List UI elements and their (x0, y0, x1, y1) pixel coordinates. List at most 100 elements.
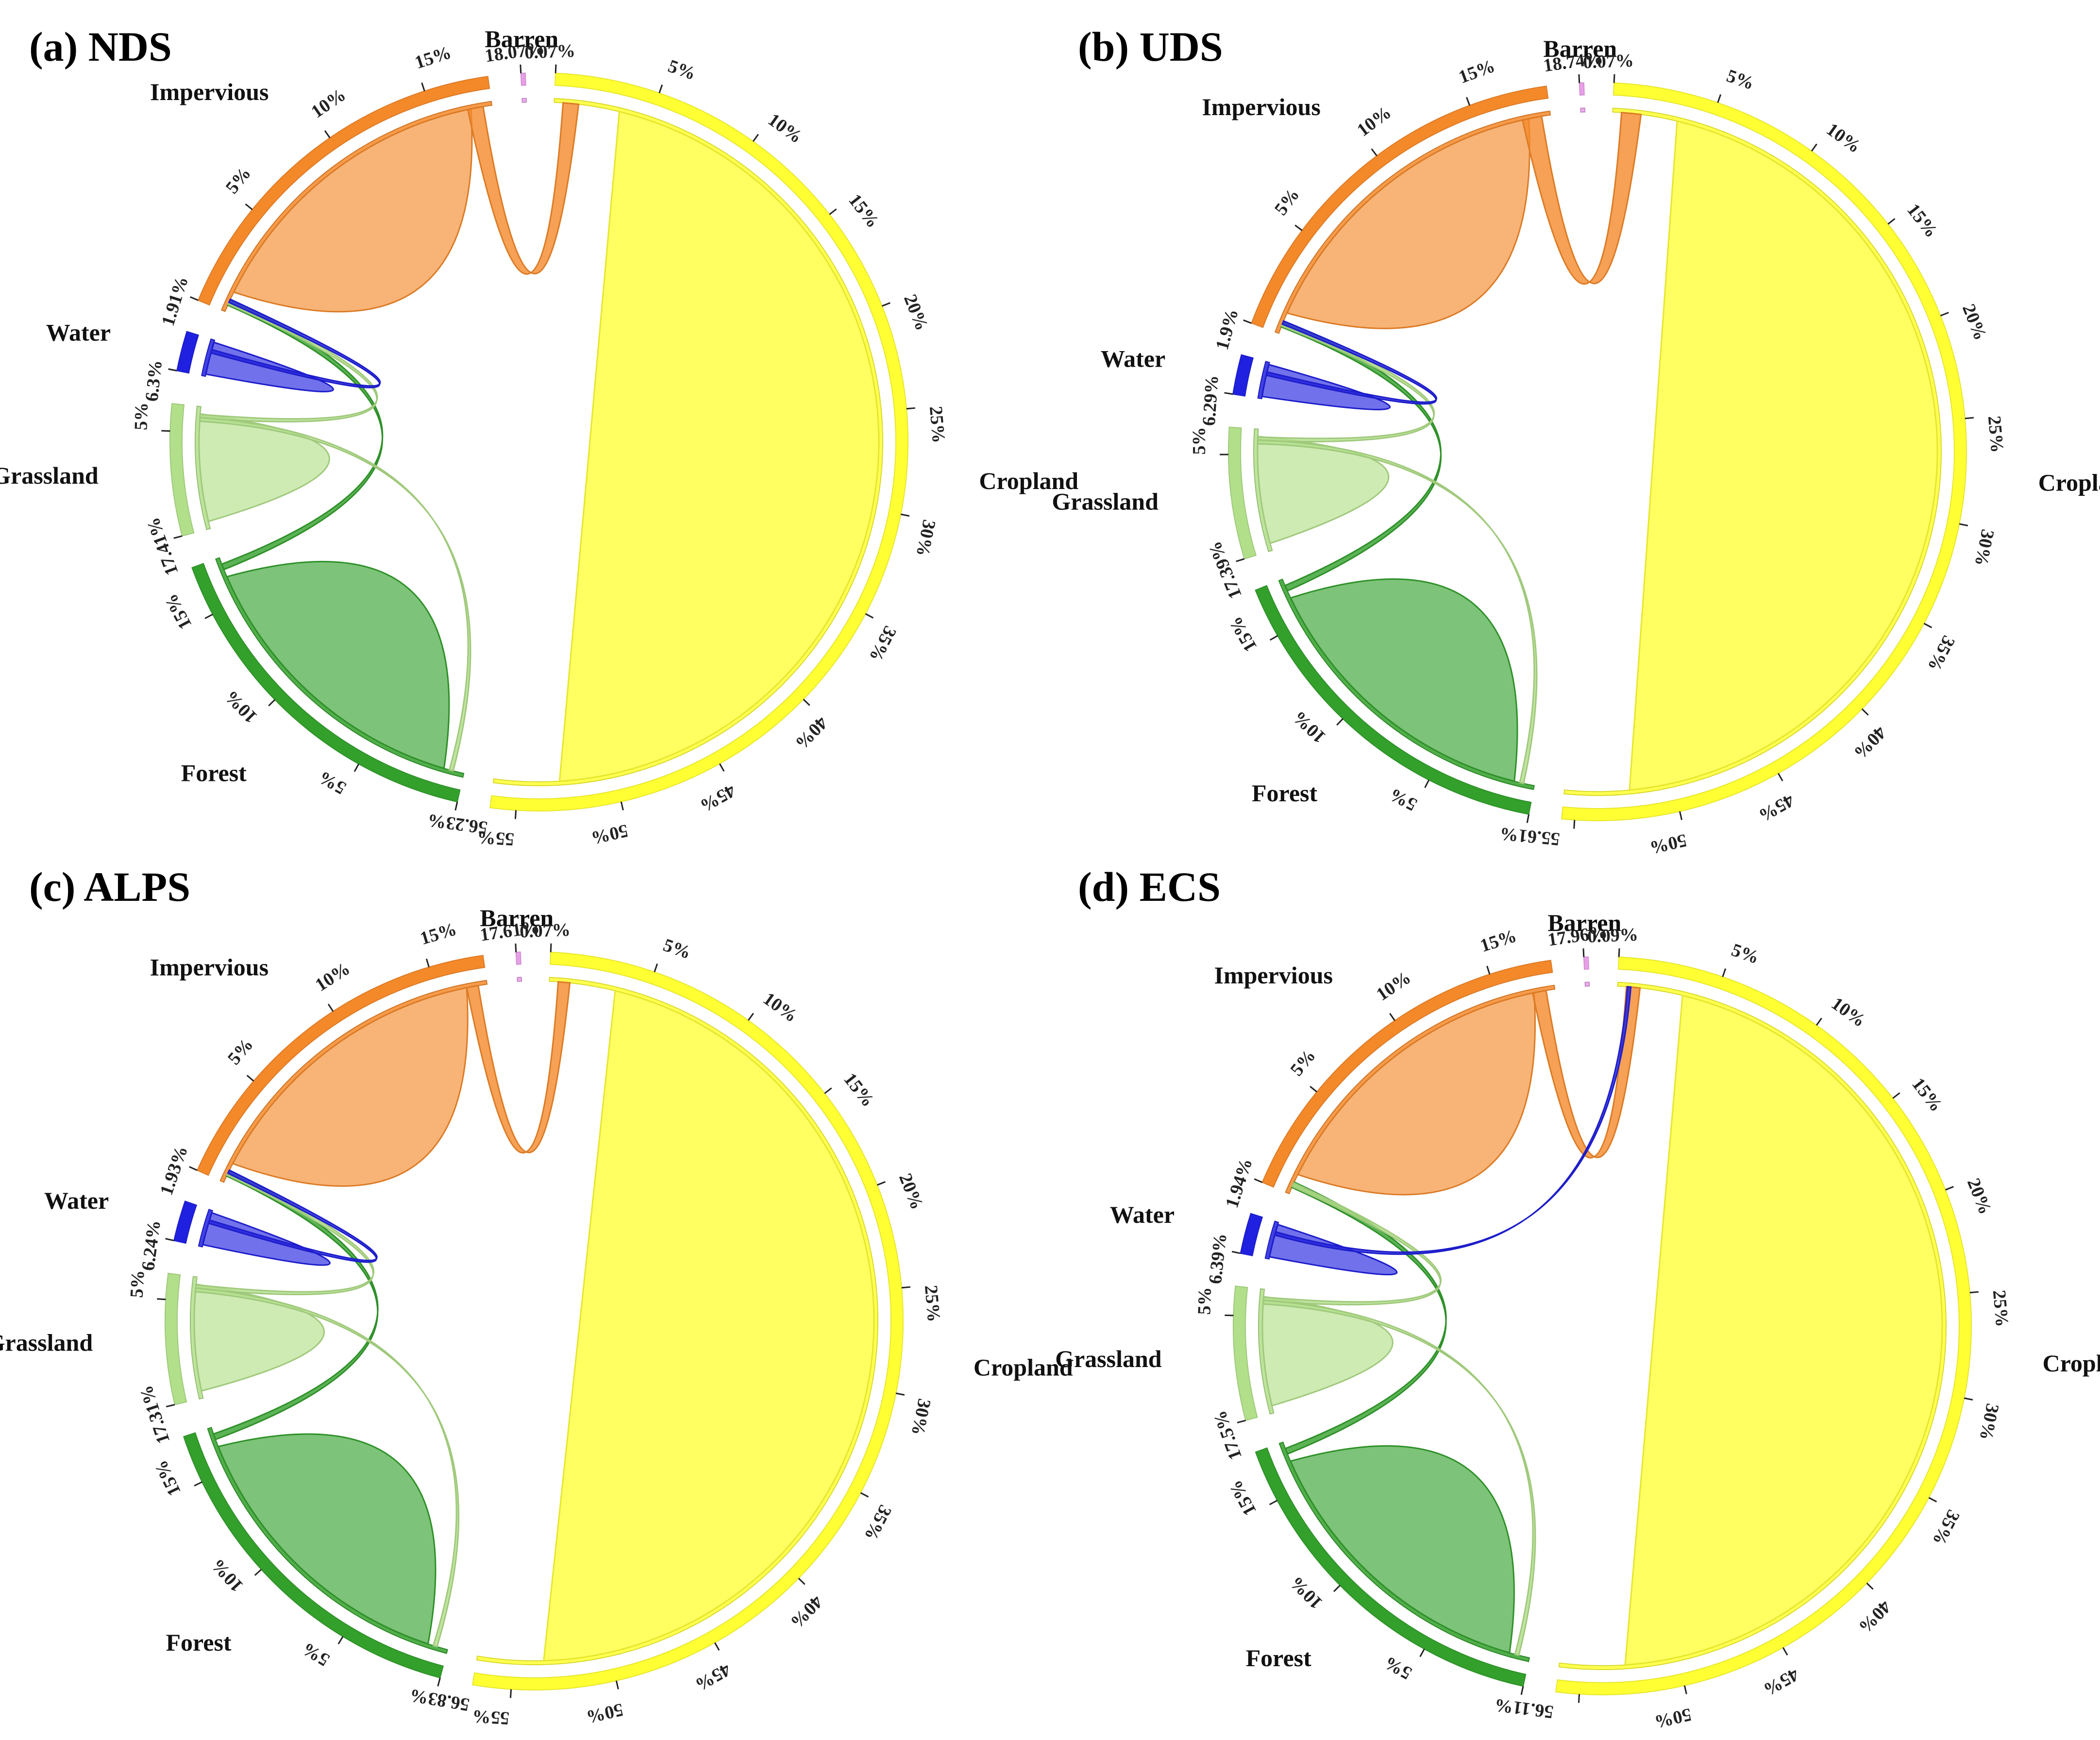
outer-arc-barren (520, 72, 526, 86)
category-label-water: Water (44, 1187, 109, 1214)
tick-label: 10% (1289, 707, 1330, 747)
tick-mark (1526, 814, 1530, 823)
tick-mark (1811, 143, 1817, 152)
self-chord-impervious (232, 987, 469, 1187)
tick-mark (1866, 1582, 1874, 1590)
tick-label: 10% (1353, 102, 1395, 140)
total-label-grassland: 6.3% (141, 359, 166, 402)
category-label-grassland: Grassland (0, 462, 99, 489)
tick-mark (865, 613, 874, 619)
tick-mark (1520, 1686, 1524, 1695)
tick-label: 10% (207, 1555, 247, 1596)
tick-label: 30% (1976, 1402, 2003, 1442)
total-label-cropland: 55.61% (1499, 823, 1561, 849)
tick-mark (895, 1392, 905, 1396)
tick-mark (860, 1492, 869, 1498)
tick-mark (204, 613, 213, 619)
tick-label: 15% (844, 190, 883, 232)
tick-mark (437, 1677, 441, 1687)
flow-grassland-to-forest (194, 1287, 460, 1648)
chord-panel-3: (c) ALPS Cropland 5% 10% 15% 20% 25% 30% 35% 40% 4… (0, 863, 1073, 1728)
outer-arc-impervious (1261, 960, 1553, 1188)
tick-label: 5% (131, 402, 152, 430)
tick-mark (173, 535, 183, 539)
total-label-grassland: 6.24% (138, 1219, 165, 1272)
tick-mark (1486, 965, 1491, 975)
tick-mark (1969, 1291, 1979, 1294)
panel-title: (a) NDS (29, 23, 172, 70)
flow-water-to-cropland (1274, 986, 1632, 1255)
outer-arc-water (1240, 1213, 1263, 1256)
tick-label: 45% (1755, 790, 1798, 826)
flow-forest-to-impervious (1284, 1181, 1447, 1455)
tick-mark (658, 84, 663, 94)
tick-mark (509, 1689, 512, 1698)
sector-forest: Forest 5% 10% 15% 17.5% (1210, 1408, 1530, 1695)
total-label-water: 1.93% (156, 1143, 192, 1198)
tick-label: 10% (764, 109, 806, 147)
tick-label: 10% (221, 687, 261, 727)
total-label-grassland: 6.39% (1205, 1233, 1231, 1285)
total-label-water: 1.94% (1222, 1156, 1257, 1210)
tick-mark (719, 763, 725, 772)
flow-water-to-impervious (210, 298, 381, 389)
tick-mark (268, 699, 276, 707)
tick-label: 5% (661, 935, 694, 963)
tick-mark (189, 296, 199, 301)
category-label-cropland: Cropland (974, 1354, 1073, 1381)
tick-mark (1333, 1585, 1341, 1592)
sector-forest: Forest 5% 10% 15% 17.31% (136, 1383, 448, 1687)
tick-mark (1254, 1178, 1263, 1183)
tick-mark (454, 801, 458, 811)
tick-label: 45% (692, 1659, 734, 1695)
category-label-water: Water (1101, 345, 1165, 372)
tick-mark (824, 1087, 832, 1094)
tick-label: 15% (1225, 613, 1261, 656)
outer-arc-barren (1583, 956, 1589, 970)
tick-mark (425, 958, 430, 967)
tick-label: 30% (912, 518, 940, 558)
tick-label: 50% (585, 1699, 625, 1727)
tick-mark (1722, 968, 1727, 978)
self-chord-cropland (558, 110, 880, 782)
outer-arc-water (1232, 354, 1254, 397)
tick-mark (1582, 948, 1585, 958)
self-chord-water (1268, 1223, 1398, 1276)
outer-arc-grassland (1228, 426, 1257, 560)
tick-label: 35% (1924, 632, 1959, 675)
outer-arc-grassland (165, 1272, 187, 1405)
category-label-cropland: Cropland (2038, 469, 2100, 496)
tick-label: 15% (1456, 56, 1498, 88)
tick-mark (1815, 1017, 1822, 1026)
tick-mark (1336, 718, 1344, 726)
total-label-forest: 17.41% (143, 515, 183, 578)
self-chord-cropland (1624, 994, 1943, 1666)
outer-arc-cropland (472, 951, 904, 1690)
tick-mark (1782, 1647, 1788, 1656)
tick-mark (901, 1286, 910, 1289)
tick-label: 5% (1189, 427, 1210, 455)
tick-mark (1887, 218, 1896, 225)
tick-label: 15% (151, 1457, 185, 1499)
flow-grassland-to-forest (1262, 1299, 1536, 1656)
tick-label: 45% (1760, 1664, 1802, 1700)
tick-label: 5% (126, 1269, 148, 1298)
tick-mark (1923, 623, 1932, 628)
flow-water-to-impervious (207, 1169, 378, 1263)
tick-label: 10% (1286, 1572, 1327, 1613)
outer-arc-water (173, 1200, 198, 1244)
tick-mark (747, 1013, 754, 1021)
sector-cropland: Cropland 5% 10% 15% 20% 25% 30% 35% 40% 45% 50% 56.… (1494, 940, 2100, 1732)
panel-title: (b) UDS (1078, 23, 1223, 70)
category-label-forest: Forest (1252, 779, 1317, 807)
tick-label: 5% (1724, 66, 1757, 94)
tick-label: 55% (472, 1706, 510, 1729)
outer-arc-barren (515, 951, 521, 965)
tick-mark (1371, 148, 1378, 156)
tick-mark (1243, 319, 1252, 324)
flow-impervious-to-cropland (1531, 986, 1641, 1159)
